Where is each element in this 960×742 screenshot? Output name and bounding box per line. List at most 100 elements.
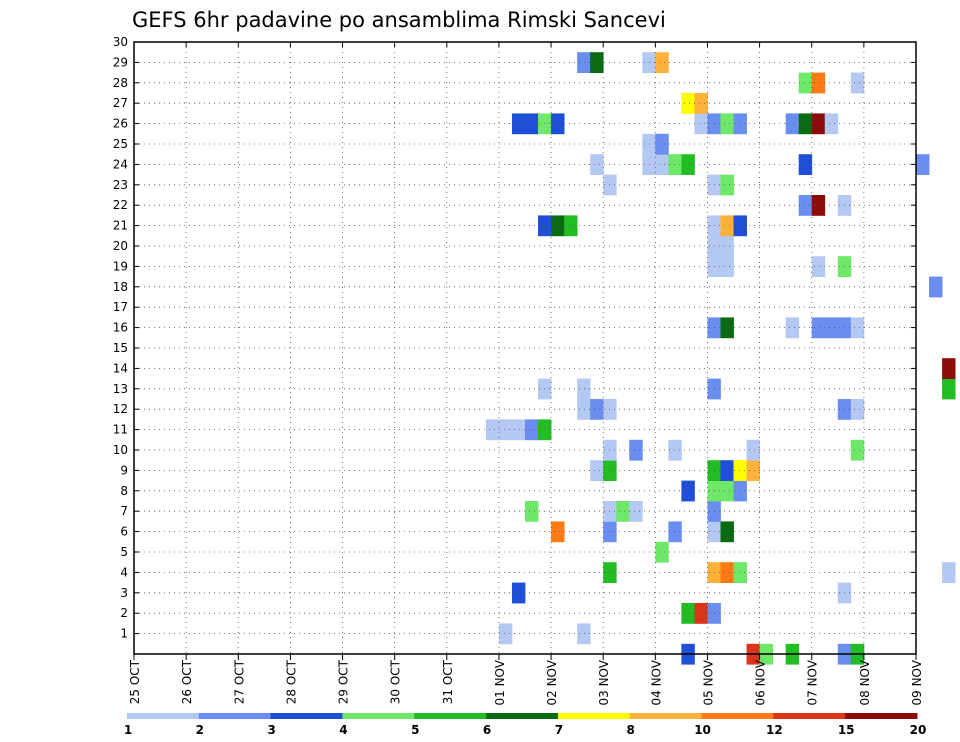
y-tick-label: 6: [120, 525, 128, 539]
precip-cell: [733, 113, 747, 135]
precip-cell: [850, 399, 865, 420]
precip-cell: [720, 460, 734, 481]
y-tick-label: 30: [113, 35, 128, 49]
precip-cell: [590, 399, 604, 420]
precip-cell: [590, 460, 604, 481]
precip-cell: [577, 52, 591, 73]
y-tick-label: 28: [113, 76, 128, 90]
x-tick-label: 28 OCT: [284, 659, 298, 704]
y-tick-label: 16: [113, 321, 128, 335]
precip-cell: [498, 419, 513, 441]
legend-label: 15: [838, 723, 855, 737]
x-tick-label: 08 NOV: [858, 659, 872, 705]
legend-swatch: [486, 713, 559, 719]
precip-cell: [785, 317, 800, 339]
precip-cell: [485, 419, 500, 441]
precip-cell: [668, 521, 682, 543]
legend-label: 2: [196, 723, 204, 737]
precip-cell: [785, 113, 800, 135]
precip-cell: [655, 133, 669, 155]
x-tick-label: 03 NOV: [597, 659, 611, 705]
y-tick-label: 4: [120, 565, 128, 579]
precip-cell: [720, 256, 734, 277]
precip-cell: [616, 501, 630, 522]
legend-swatch: [629, 713, 703, 719]
legend-swatch: [773, 713, 846, 719]
precip-cell: [798, 113, 813, 135]
legend-label: 8: [627, 723, 635, 737]
x-tick-label: 27 OCT: [232, 659, 246, 704]
y-tick-label: 29: [113, 55, 128, 69]
y-tick-label: 9: [120, 463, 128, 477]
x-tick-label: 06 NOV: [754, 659, 768, 705]
precip-cell: [655, 52, 669, 73]
legend-label: 1: [124, 723, 132, 737]
precip-cell: [942, 562, 956, 583]
precip-cell: [551, 113, 565, 135]
legend-label: 4: [339, 723, 347, 737]
y-tick-label: 10: [113, 443, 128, 457]
precip-cell: [733, 480, 747, 502]
legend-swatch: [557, 713, 631, 719]
y-tick-label: 1: [120, 627, 128, 641]
precip-cell: [511, 582, 526, 604]
precip-cell: [929, 276, 943, 298]
precip-cell: [681, 154, 695, 175]
precip-cell: [798, 154, 813, 175]
color-legend: 1 2 3 4 5 6 7 8 10 12 15 20: [124, 713, 927, 737]
precip-cell: [916, 154, 930, 175]
x-tick-label: 31 OCT: [441, 659, 455, 704]
legend-swatch: [701, 713, 774, 719]
y-tick-label: 22: [113, 198, 128, 212]
precip-cell: [577, 399, 591, 420]
y-tick-label: 2: [120, 606, 128, 620]
precip-cell: [942, 378, 956, 400]
precip-cell: [655, 154, 669, 175]
precip-cell: [681, 480, 695, 502]
y-tick-label: 20: [113, 239, 128, 253]
y-tick-label: 14: [113, 361, 128, 375]
x-tick-label: 07 NOV: [806, 659, 820, 705]
y-axis: 1234567891011121314151617181920212223242…: [113, 35, 916, 641]
y-tick-label: 23: [113, 178, 128, 192]
x-tick-label: 09 NOV: [910, 659, 924, 705]
y-tick-label: 13: [113, 382, 128, 396]
x-tick-label: 05 NOV: [701, 659, 715, 705]
x-tick-label: 26 OCT: [180, 659, 194, 704]
precip-cell: [551, 215, 565, 237]
x-tick-label: 04 NOV: [649, 659, 663, 705]
legend-label: 5: [411, 723, 419, 737]
x-tick-label: 29 OCT: [337, 659, 351, 704]
precip-cell: [655, 541, 669, 563]
precip-cell: [668, 439, 682, 461]
legend-label: 20: [910, 723, 927, 737]
y-tick-label: 19: [113, 259, 128, 273]
precip-cell: [694, 603, 708, 624]
precip-cell: [590, 154, 604, 175]
y-tick-label: 15: [113, 341, 128, 355]
precip-cell: [694, 113, 708, 135]
precip-cell: [720, 317, 734, 339]
grid-layer: [134, 42, 916, 654]
y-tick-label: 24: [113, 157, 128, 171]
precip-cell: [720, 521, 734, 543]
x-axis: 25 OCT 26 OCT 27 OCT 28 OCT 29 OCT 30 OCT 31 O…: [128, 42, 924, 706]
legend-label: 6: [483, 723, 491, 737]
precip-cell: [681, 603, 695, 624]
legend-swatch: [845, 713, 918, 719]
precip-cell: [720, 562, 734, 583]
precip-cell: [511, 419, 526, 441]
precip-cell: [824, 317, 839, 339]
precip-cell: [798, 195, 813, 216]
precip-cell: [811, 72, 826, 94]
precip-cell: [511, 113, 526, 135]
precip-cell: [525, 419, 539, 441]
legend-swatch: [270, 713, 343, 719]
precip-cell: [942, 358, 956, 379]
precip-cell: [577, 378, 591, 400]
plot-frame: [133, 41, 917, 655]
precip-cell: [811, 195, 826, 216]
y-tick-label: 5: [120, 545, 128, 559]
precip-cell: [850, 439, 865, 461]
